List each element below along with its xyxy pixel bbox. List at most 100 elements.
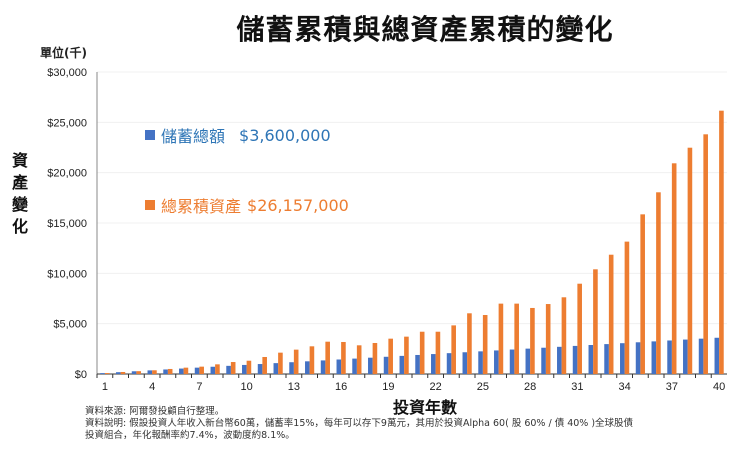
x-axis-label: 投資年數	[392, 398, 457, 417]
bar-savings	[289, 362, 294, 374]
legend-swatch-orange	[145, 200, 155, 210]
chart-title: 儲蓄累積與總資產累積的變化	[236, 13, 614, 46]
bar-total-assets	[498, 303, 504, 374]
bar-total-assets	[246, 360, 252, 374]
bar-savings	[525, 348, 531, 374]
bar-total-assets	[309, 346, 315, 374]
note-description-cont: 投資組合，年化報酬率約7.4%，波動度約8.1%。	[85, 430, 295, 441]
x-tick-label: 22	[430, 381, 442, 393]
bar-total-assets	[608, 254, 614, 374]
footnotes: 資料來源: 阿爾發投顧自行整理。 資料說明: 假設投資人年收入新台幣60萬，儲蓄…	[85, 406, 633, 442]
bar-total-assets	[341, 341, 346, 374]
bar-savings	[273, 363, 279, 374]
bar-total-assets	[325, 341, 330, 374]
bar-total-assets	[356, 345, 362, 374]
bar-savings	[352, 358, 357, 374]
y-tick-label: $0	[75, 369, 87, 381]
legend-total-value: $26,157,000	[247, 195, 349, 215]
x-tick-label: 25	[477, 381, 489, 393]
y-tick-label: $10,000	[47, 268, 87, 280]
bar-savings	[541, 347, 546, 374]
legend-savings-value: $3,600,000	[239, 125, 331, 145]
bar-savings	[478, 351, 483, 374]
bar-total-assets	[230, 362, 236, 374]
y-tick-label: $20,000	[47, 168, 87, 180]
x-tick-label: 1	[102, 381, 108, 393]
bar-savings	[336, 359, 342, 374]
x-tick-label: 16	[335, 381, 347, 393]
bar-total-assets	[152, 370, 157, 374]
bar-savings	[431, 354, 436, 374]
bar-total-assets	[514, 303, 519, 374]
bar-total-assets	[199, 366, 204, 374]
x-tick-label: 28	[524, 381, 536, 393]
x-tick-label: 40	[713, 381, 725, 393]
bar-total-assets	[703, 134, 708, 374]
unit-label: 單位(千)	[40, 46, 87, 60]
bar-savings	[635, 342, 641, 374]
bar-savings	[163, 369, 168, 374]
bar-savings	[368, 357, 373, 374]
bar-savings	[557, 346, 562, 374]
bar-total-assets	[467, 313, 472, 374]
x-tick-label: 13	[288, 381, 300, 393]
bar-savings	[667, 340, 672, 374]
bar-total-assets	[656, 192, 661, 374]
bar-savings	[714, 337, 720, 374]
bar-total-assets	[372, 342, 378, 374]
bar-savings	[651, 341, 657, 374]
bar-savings	[147, 370, 153, 374]
bar-total-assets	[419, 331, 425, 374]
bar-total-assets	[719, 110, 724, 374]
note-source: 資料來源: 阿爾發投顧自行整理。	[85, 406, 225, 417]
bar-total-assets	[530, 307, 535, 374]
bar-savings	[257, 364, 263, 374]
bar-savings	[572, 345, 578, 374]
bar-total-assets	[262, 356, 267, 374]
bar-total-assets	[687, 147, 693, 374]
y-tick-label: $25,000	[47, 117, 87, 129]
y-tick-label: $5,000	[53, 319, 87, 331]
bar-savings	[462, 352, 468, 374]
bar-savings	[399, 355, 405, 374]
bar-savings	[588, 345, 594, 374]
bar-savings	[509, 349, 515, 374]
x-tick-label: 31	[571, 381, 583, 393]
bar-savings	[320, 360, 326, 374]
bar-total-assets	[577, 283, 582, 374]
bar-savings	[494, 350, 499, 374]
bar-total-assets	[404, 336, 409, 374]
x-tick-label: 4	[149, 381, 155, 393]
bar-savings	[683, 339, 688, 374]
bar-total-assets	[167, 368, 173, 374]
bar-total-assets	[435, 331, 441, 374]
bar-savings	[446, 353, 452, 374]
bar-savings	[116, 372, 121, 374]
x-tick-label: 37	[666, 381, 678, 393]
bar-savings	[415, 354, 420, 374]
bar-total-assets	[104, 373, 110, 374]
x-tick-label: 34	[619, 381, 631, 393]
bar-savings	[604, 344, 609, 374]
bar-savings	[305, 361, 310, 374]
bar-savings	[383, 356, 389, 374]
bar-total-assets	[293, 349, 299, 374]
bar-total-assets	[451, 325, 456, 374]
bar-savings	[698, 338, 704, 374]
bar-savings	[242, 364, 247, 374]
y-axis-label: 資產變化	[11, 151, 28, 236]
bar-savings	[194, 367, 200, 374]
x-tick-label: 19	[382, 381, 394, 393]
legend-savings: 儲蓄總額 $3,600,000	[145, 123, 331, 147]
bar-total-assets	[278, 352, 283, 374]
bar-savings	[131, 371, 137, 374]
bar-total-assets	[671, 163, 677, 374]
bar-total-assets	[624, 241, 630, 374]
bar-savings	[179, 368, 184, 374]
bar-total-assets	[183, 367, 189, 374]
bar-total-assets	[561, 297, 567, 374]
bar-total-assets	[388, 338, 393, 374]
legend-total-name: 總累積資產	[161, 197, 242, 216]
bar-total-assets	[640, 214, 645, 374]
bar-savings	[620, 343, 625, 374]
